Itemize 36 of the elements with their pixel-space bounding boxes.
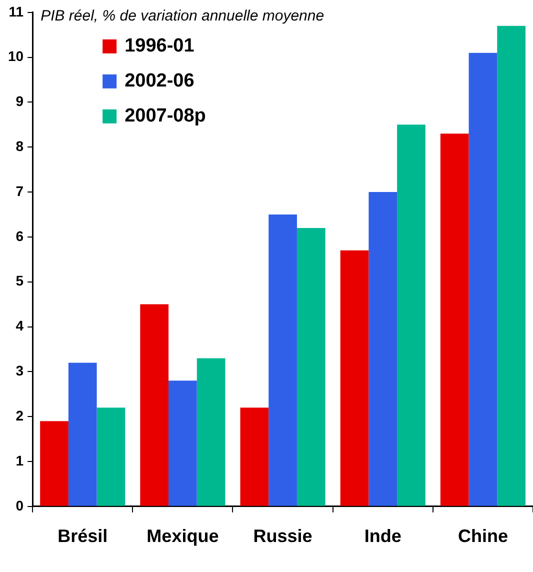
bar xyxy=(168,380,197,506)
bar xyxy=(368,192,398,506)
y-tick-label: 0 xyxy=(16,497,24,514)
bar xyxy=(340,250,369,506)
bar xyxy=(196,358,226,506)
y-tick-label: 1 xyxy=(16,452,24,468)
y-tick-label: 4 xyxy=(16,318,24,334)
bar xyxy=(468,52,498,506)
y-tick-label: 9 xyxy=(16,93,24,110)
legend-label: 2002-06 xyxy=(124,70,194,92)
bar xyxy=(140,304,169,506)
bar xyxy=(240,408,269,506)
bar xyxy=(296,228,326,506)
legend-label: 1996-01 xyxy=(124,36,195,57)
bar xyxy=(268,214,297,506)
y-tick-label: 5 xyxy=(16,272,24,289)
legend-label: 2007-08p xyxy=(124,106,206,127)
x-tick-label: Inde xyxy=(364,526,402,546)
x-tick-label: Chine xyxy=(458,526,508,546)
y-tick-label: 8 xyxy=(16,138,24,154)
bar xyxy=(40,421,68,506)
y-tick-label: 11 xyxy=(8,3,24,20)
x-tick-label: Mexique xyxy=(146,526,219,546)
bar xyxy=(497,26,526,506)
bar xyxy=(440,134,469,506)
y-tick-label: 10 xyxy=(8,48,24,64)
y-tick-label: 2 xyxy=(16,407,24,424)
x-tick-label: Russie xyxy=(253,526,312,546)
x-tick-label: Brésil xyxy=(58,526,108,546)
bar xyxy=(397,124,426,506)
bar xyxy=(68,362,97,506)
chart-title: PIB réel, % de variation annuelle moyenne xyxy=(40,8,324,25)
y-tick-label: 6 xyxy=(16,228,24,244)
bar xyxy=(96,408,126,506)
y-tick-label: 7 xyxy=(16,182,24,199)
y-tick-label: 3 xyxy=(16,362,24,379)
